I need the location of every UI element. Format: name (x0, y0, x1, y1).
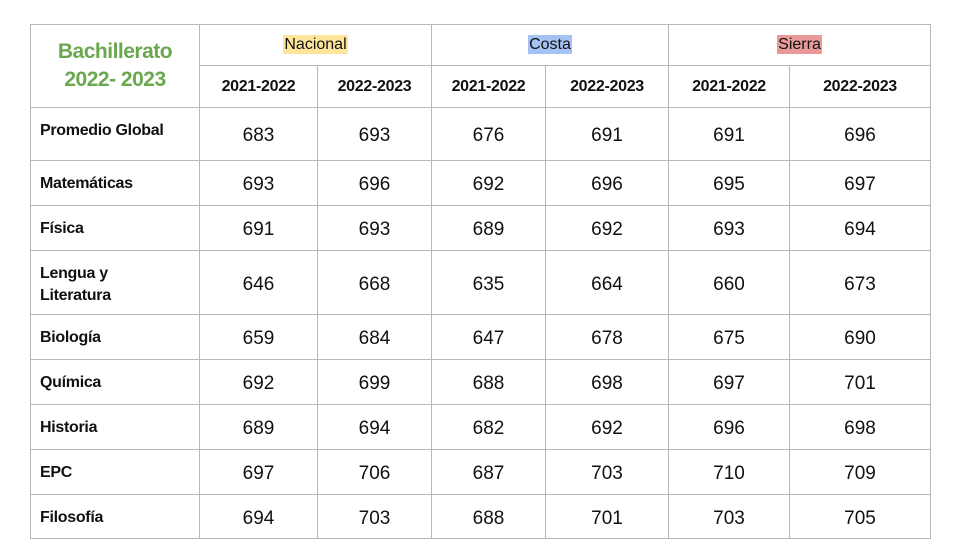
header-row: Bachillerato 2022- 2023 Nacional Costa Sierr… (30, 24, 931, 108)
year-header: 2022-2023 (545, 65, 669, 108)
score-cell: 683 (199, 107, 318, 161)
score-cell: 691 (199, 205, 318, 251)
score-cell: 698 (789, 404, 931, 450)
score-cell: 647 (431, 314, 546, 360)
title-cell: Bachillerato 2022- 2023 (30, 24, 200, 108)
score-cell: 694 (199, 494, 318, 539)
group-header: Sierra (668, 24, 931, 66)
year-header: 2021-2022 (431, 65, 546, 108)
row-label: EPC (30, 449, 200, 495)
score-cell: 660 (668, 250, 790, 315)
group-name: Nacional (283, 35, 348, 54)
score-cell: 699 (317, 359, 432, 405)
score-cell: 703 (317, 494, 432, 539)
group-header: Costa (431, 24, 669, 66)
score-cell: 701 (545, 494, 669, 539)
score-cell: 701 (789, 359, 931, 405)
row-label: Promedio Global (30, 107, 200, 161)
score-cell: 659 (199, 314, 318, 360)
score-cell: 694 (789, 205, 931, 251)
score-cell: 673 (789, 250, 931, 315)
score-cell: 692 (545, 404, 669, 450)
score-cell: 682 (431, 404, 546, 450)
year-header: 2021-2022 (668, 65, 790, 108)
title-line: Bachillerato (57, 40, 173, 63)
score-cell: 691 (668, 107, 790, 161)
score-cell: 688 (431, 494, 546, 539)
score-cell: 693 (668, 205, 790, 251)
score-cell: 693 (317, 107, 432, 161)
score-cell: 687 (431, 449, 546, 495)
title-line: 2022- 2023 (64, 68, 166, 91)
year-header: 2021-2022 (199, 65, 318, 108)
score-cell: 697 (668, 359, 790, 405)
score-cell: 692 (199, 359, 318, 405)
score-cell: 694 (317, 404, 432, 450)
score-cell: 697 (789, 160, 931, 206)
score-cell: 676 (431, 107, 546, 161)
score-cell: 696 (317, 160, 432, 206)
score-cell: 692 (545, 205, 669, 251)
score-cell: 646 (199, 250, 318, 315)
row-label: Matemáticas (30, 160, 200, 206)
score-cell: 698 (545, 359, 669, 405)
score-cell: 697 (199, 449, 318, 495)
score-cell: 689 (199, 404, 318, 450)
row-label: Biología (30, 314, 200, 360)
group-name: Sierra (777, 35, 822, 54)
row-label: Filosofía (30, 494, 200, 539)
score-cell: 691 (545, 107, 669, 161)
score-cell: 675 (668, 314, 790, 360)
score-cell: 688 (431, 359, 546, 405)
score-cell: 696 (789, 107, 931, 161)
row-label: Lengua y Literatura (30, 250, 200, 315)
score-cell: 664 (545, 250, 669, 315)
score-cell: 692 (431, 160, 546, 206)
year-header: 2022-2023 (789, 65, 931, 108)
score-cell: 705 (789, 494, 931, 539)
scores-table: Bachillerato 2022- 2023 Nacional Costa Sierr… (30, 24, 931, 539)
score-cell: 696 (668, 404, 790, 450)
score-cell: 693 (317, 205, 432, 251)
score-cell: 690 (789, 314, 931, 360)
data-row: Lengua y Literatura 646 668 635 664 660 673 (30, 250, 931, 315)
score-cell: 709 (789, 449, 931, 495)
score-cell: 706 (317, 449, 432, 495)
group-name: Costa (528, 35, 572, 54)
score-cell: 695 (668, 160, 790, 206)
score-cell: 703 (545, 449, 669, 495)
data-row: Biología 659 684 647 678 675 690 (30, 314, 931, 360)
data-row: Física 691 693 689 692 693 694 (30, 205, 931, 251)
header-row: 2021-2022 2022-2023 2021-2022 2022-2023 2021… (31, 65, 931, 108)
score-cell: 684 (317, 314, 432, 360)
data-row: Química 692 699 688 698 697 701 (30, 359, 931, 405)
row-label: Física (30, 205, 200, 251)
score-cell: 710 (668, 449, 790, 495)
data-row: Historia 689 694 682 692 696 698 (30, 404, 931, 450)
score-cell: 703 (668, 494, 790, 539)
group-header: Nacional (199, 24, 432, 66)
score-cell: 696 (545, 160, 669, 206)
data-row: EPC 697 706 687 703 710 709 (30, 449, 931, 495)
score-cell: 689 (431, 205, 546, 251)
score-cell: 693 (199, 160, 318, 206)
data-row: Promedio Global 683 693 676 691 691 696 (30, 107, 931, 161)
score-cell: 635 (431, 250, 546, 315)
score-cell: 668 (317, 250, 432, 315)
year-header: 2022-2023 (317, 65, 432, 108)
data-row: Filosofía 694 703 688 701 703 705 (30, 494, 931, 539)
row-label: Historia (30, 404, 200, 450)
data-row: Matemáticas 693 696 692 696 695 697 (30, 160, 931, 206)
row-label: Química (30, 359, 200, 405)
score-cell: 678 (545, 314, 669, 360)
